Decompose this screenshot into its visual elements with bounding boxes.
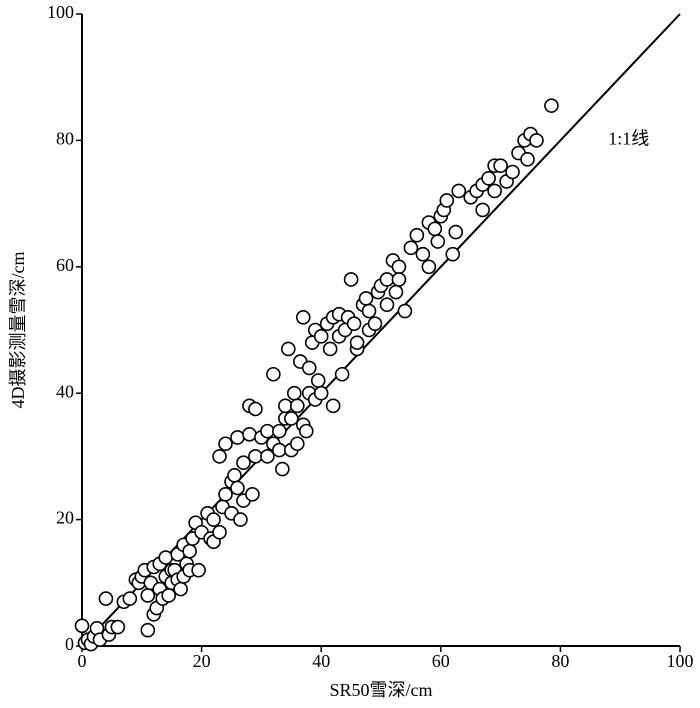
point: [122, 591, 138, 606]
point: [248, 401, 263, 417]
point: [289, 398, 305, 414]
x-tick-label: 60: [432, 651, 450, 671]
point: [272, 442, 287, 458]
point: [529, 133, 544, 148]
point: [349, 335, 365, 350]
point: [346, 316, 362, 331]
x-tick-label: 20: [193, 651, 211, 671]
point: [230, 430, 245, 445]
point: [481, 171, 496, 186]
point: [286, 385, 302, 401]
point: [283, 411, 299, 426]
y-tick-label: 100: [47, 2, 74, 22]
point: [74, 618, 90, 634]
point: [301, 360, 317, 376]
point: [289, 436, 305, 452]
point: [260, 449, 275, 464]
y-axis-label: 4D摄影测量雪深/cm: [8, 252, 28, 409]
point: [245, 487, 260, 502]
point: [397, 303, 413, 319]
point: [391, 259, 407, 275]
point: [325, 398, 341, 414]
point: [140, 588, 156, 603]
point: [260, 423, 275, 439]
point: [427, 221, 443, 237]
point: [520, 152, 535, 167]
point: [448, 224, 464, 240]
point: [544, 98, 559, 113]
point: [415, 246, 431, 262]
point: [206, 512, 221, 527]
y-tick-label: 60: [56, 255, 74, 275]
point: [388, 284, 404, 300]
point: [379, 272, 395, 287]
point: [430, 234, 446, 249]
point: [451, 183, 467, 199]
point: [322, 341, 338, 357]
point: [343, 272, 359, 287]
point: [233, 512, 248, 527]
x-tick-label: 100: [667, 651, 694, 671]
point: [313, 385, 329, 401]
point: [173, 581, 188, 597]
x-axis-label: SR50雪深/cm: [329, 680, 432, 700]
point: [236, 455, 251, 471]
point: [379, 297, 395, 313]
point: [161, 588, 177, 603]
point: [218, 436, 233, 452]
point: [230, 480, 245, 496]
point: [110, 619, 126, 635]
point: [182, 543, 197, 559]
point: [439, 193, 455, 208]
point: [275, 461, 290, 477]
point: [358, 291, 374, 306]
point: [475, 202, 490, 218]
point: [367, 316, 383, 331]
point: [295, 310, 311, 325]
point: [421, 259, 437, 275]
point: [248, 449, 263, 464]
point: [409, 227, 425, 243]
point: [191, 562, 206, 578]
point: [158, 550, 174, 565]
point: [212, 449, 227, 464]
point: [266, 366, 281, 382]
point: [505, 164, 520, 180]
x-tick-label: 80: [551, 651, 569, 671]
point: [242, 426, 257, 442]
x-tick-label: 40: [312, 651, 330, 671]
x-tick-label: 0: [78, 651, 87, 671]
point: [310, 373, 326, 388]
point: [361, 303, 377, 319]
point: [272, 423, 287, 439]
point: [278, 398, 293, 414]
point: [140, 622, 156, 638]
point: [298, 423, 314, 439]
y-tick-label: 80: [56, 129, 74, 149]
point: [212, 524, 227, 540]
point: [391, 272, 407, 287]
y-tick-label: 0: [65, 634, 74, 654]
point: [313, 329, 329, 344]
point: [403, 240, 419, 256]
point: [218, 487, 233, 502]
annotation: 1:1线: [608, 129, 649, 149]
y-tick-label: 40: [56, 381, 74, 401]
point: [493, 158, 508, 173]
y-tick-label: 20: [56, 508, 74, 528]
point: [227, 468, 242, 483]
point: [445, 246, 461, 262]
point: [281, 341, 296, 357]
point: [334, 366, 350, 382]
point: [98, 591, 114, 606]
point: [487, 183, 502, 199]
